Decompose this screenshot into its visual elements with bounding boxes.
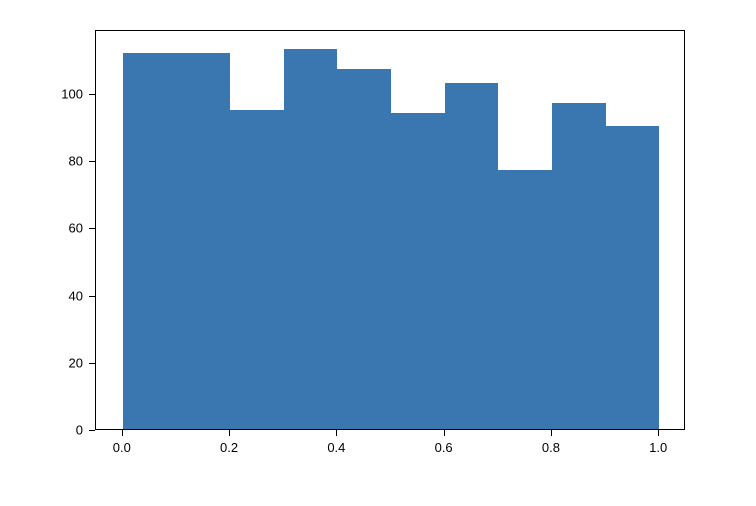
- histogram-bar: [498, 170, 552, 429]
- histogram-bar: [123, 53, 177, 429]
- y-tick-label: 80: [69, 154, 83, 169]
- x-tick: [122, 430, 123, 436]
- x-tick: [551, 430, 552, 436]
- x-tick-label: 0.8: [542, 440, 560, 455]
- plot-area: [95, 30, 685, 430]
- histogram-bar: [337, 69, 391, 429]
- y-tick: [89, 161, 95, 162]
- y-tick: [89, 296, 95, 297]
- x-tick-label: 1.0: [649, 440, 667, 455]
- y-tick: [89, 94, 95, 95]
- y-tick: [89, 228, 95, 229]
- x-tick: [444, 430, 445, 436]
- y-tick-label: 40: [69, 288, 83, 303]
- y-tick-label: 0: [76, 423, 83, 438]
- histogram-bar: [176, 53, 230, 429]
- x-tick-label: 0.2: [220, 440, 238, 455]
- histogram-bar: [391, 113, 445, 429]
- x-tick-label: 0.4: [327, 440, 345, 455]
- histogram-bar: [284, 49, 338, 429]
- y-tick-label: 60: [69, 221, 83, 236]
- histogram-bar: [606, 126, 660, 429]
- y-tick-label: 20: [69, 355, 83, 370]
- x-tick-label: 0.6: [435, 440, 453, 455]
- histogram-bar: [230, 110, 284, 429]
- x-tick: [336, 430, 337, 436]
- y-tick-label: 100: [61, 86, 83, 101]
- x-tick: [229, 430, 230, 436]
- histogram-bar: [445, 83, 499, 429]
- chart-container: 0.0 0.2 0.4 0.6 0.8 1.0 0 20 40 60 80 100: [0, 0, 756, 506]
- y-tick: [89, 430, 95, 431]
- x-tick: [658, 430, 659, 436]
- histogram-bar: [552, 103, 606, 429]
- y-tick: [89, 363, 95, 364]
- x-tick-label: 0.0: [113, 440, 131, 455]
